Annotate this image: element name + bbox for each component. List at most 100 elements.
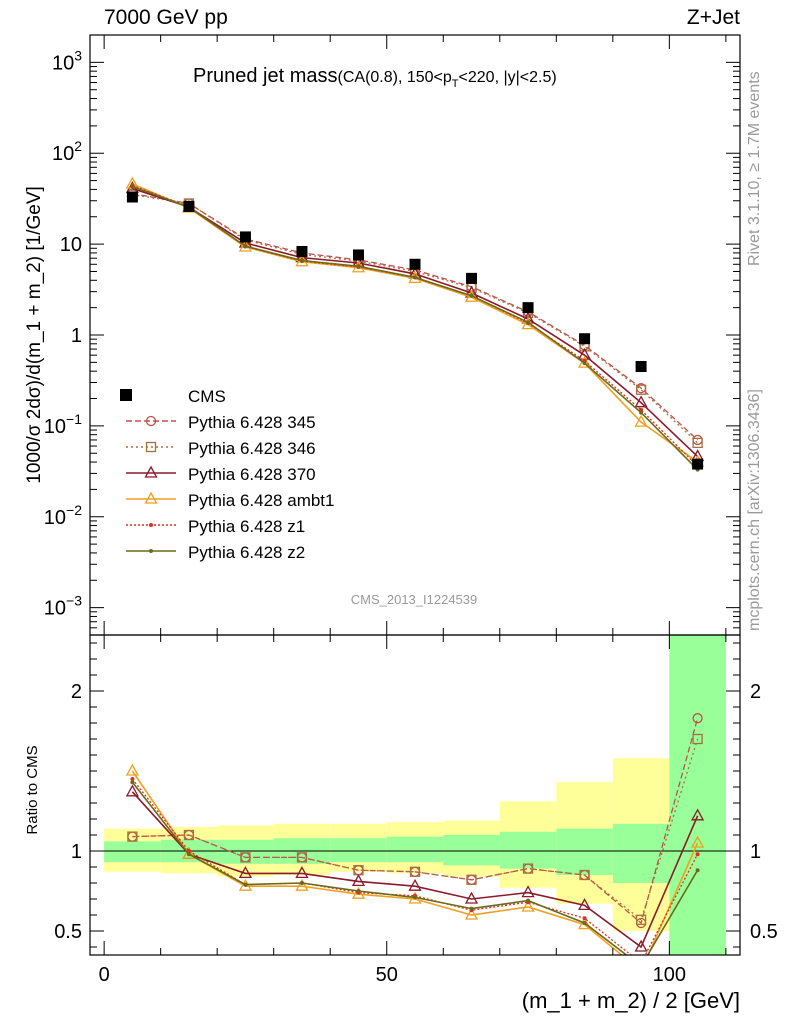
legend-marker	[149, 523, 153, 527]
ratio-series-pythia-6-428-370	[125, 784, 705, 952]
ratio-point	[183, 829, 195, 841]
y-tick-label: 103	[52, 47, 82, 74]
legend-label: Pythia 6.428 z2	[188, 543, 305, 562]
series-point	[238, 239, 253, 252]
ratio-point	[186, 852, 191, 857]
band-inner-bin	[330, 838, 387, 863]
series-point	[635, 384, 647, 395]
y-tick-label: 10	[60, 234, 82, 256]
data-point-cms	[579, 333, 591, 345]
ratio-point	[413, 895, 417, 900]
legend-label: Pythia 6.428 ambt1	[188, 491, 334, 510]
ratio-point	[636, 965, 647, 975]
process-label: Z+Jet	[686, 6, 740, 29]
series-point	[634, 414, 648, 427]
ratio-point	[695, 852, 700, 857]
ratio-point	[692, 713, 703, 724]
ratio-point	[634, 939, 648, 952]
ratio-point	[295, 878, 309, 891]
ratio-point	[125, 763, 139, 776]
ratio-y-tick-label-right: 1	[750, 841, 761, 863]
legend-marker	[149, 549, 153, 553]
uncertainty-bands	[104, 635, 726, 955]
ratio-point	[295, 866, 309, 879]
main-y-axis-label: 1000/σ 2dσ)/d(m_1 + m_2) [1/GeV]	[24, 186, 45, 484]
series-line	[132, 187, 699, 458]
y-tick-label: 10−2	[44, 502, 82, 529]
ratio-point	[409, 866, 421, 877]
ratio-point	[351, 874, 366, 887]
ratio-y-tick-label-right: 0.5	[750, 921, 778, 943]
series-point	[692, 437, 703, 449]
data-point-cms	[466, 272, 478, 284]
ratio-point	[356, 889, 361, 893]
band-inner-bin	[669, 635, 726, 955]
legend-label: Pythia 6.428 346	[188, 439, 316, 458]
ratio-point	[408, 878, 422, 891]
ratio-point	[466, 874, 477, 885]
legend-marker-cms	[120, 389, 132, 401]
legend-marker	[145, 415, 157, 427]
ratio-point	[577, 917, 592, 930]
data-point-cms	[126, 191, 138, 203]
band-inner-bin	[386, 836, 444, 863]
ratio-panel-frame	[89, 634, 741, 956]
ratio-point	[238, 866, 253, 879]
ratio-point	[639, 964, 643, 968]
data-point-cms	[352, 249, 364, 261]
ratio-point	[130, 780, 135, 785]
ratio-point	[635, 914, 647, 925]
ratio-point	[464, 891, 479, 904]
ratio-point	[522, 863, 534, 874]
ratio-point	[127, 831, 138, 842]
ratio-point	[464, 907, 479, 920]
ratio-point	[299, 881, 304, 885]
ratio-point	[639, 961, 643, 965]
legend-label: CMS	[188, 387, 226, 406]
series-line	[132, 185, 699, 467]
data-point-cms	[409, 258, 421, 270]
ratio-point	[692, 733, 703, 745]
series-point	[356, 264, 361, 269]
ratio-point	[582, 921, 587, 925]
ratio-y-tick-label: 1	[71, 841, 82, 863]
ratio-y-axis-label: Ratio to CMS	[24, 745, 41, 834]
band-inner-bin	[443, 835, 500, 866]
ratio-y-tick-label: 2	[71, 681, 82, 703]
series-cms	[126, 191, 704, 470]
series-point	[299, 258, 304, 263]
ratio-series-pythia-6-428-346	[127, 733, 703, 925]
ratio-point	[577, 898, 592, 911]
ratio-series-pythia-6-428-z2	[130, 780, 700, 968]
series-point	[413, 275, 417, 280]
data-point-cms	[183, 200, 195, 212]
ratio-point	[130, 777, 135, 781]
ratio-point	[579, 869, 590, 881]
ratio-point	[125, 784, 139, 797]
series-point	[582, 361, 587, 366]
band-inner-bin	[499, 831, 557, 869]
legend-label: Pythia 6.428 370	[188, 465, 316, 484]
ratio-y-tick-label-right: 2	[750, 681, 761, 703]
data-point-cms	[522, 302, 534, 314]
data-point-cms	[239, 231, 251, 243]
x-tick-label: 0	[99, 964, 110, 986]
y-tick-label: 1	[71, 325, 82, 347]
collision-label: 7000 GeV pp	[104, 6, 228, 29]
y-tick-label: 10−1	[44, 411, 82, 438]
series-point	[469, 293, 474, 298]
ratio-point	[521, 885, 535, 898]
legend-label: Pythia 6.428 z1	[188, 517, 305, 536]
band-inner-bin	[217, 839, 274, 864]
ratio-line	[131, 778, 699, 955]
band-inner-bin	[556, 828, 613, 875]
series-pythia-6-428-z2	[130, 184, 700, 472]
series-pythia-6-428-345	[127, 188, 703, 446]
ratio-point	[526, 898, 531, 903]
x-tick-label: 100	[653, 964, 686, 986]
ratio-point	[582, 916, 587, 921]
data-point-cms	[296, 245, 308, 257]
legend-marker	[145, 441, 157, 453]
plot-title: Pruned jet mass(CA(0.8), 150<pT<220, |y|…	[193, 65, 557, 90]
ratio-line	[132, 718, 699, 925]
